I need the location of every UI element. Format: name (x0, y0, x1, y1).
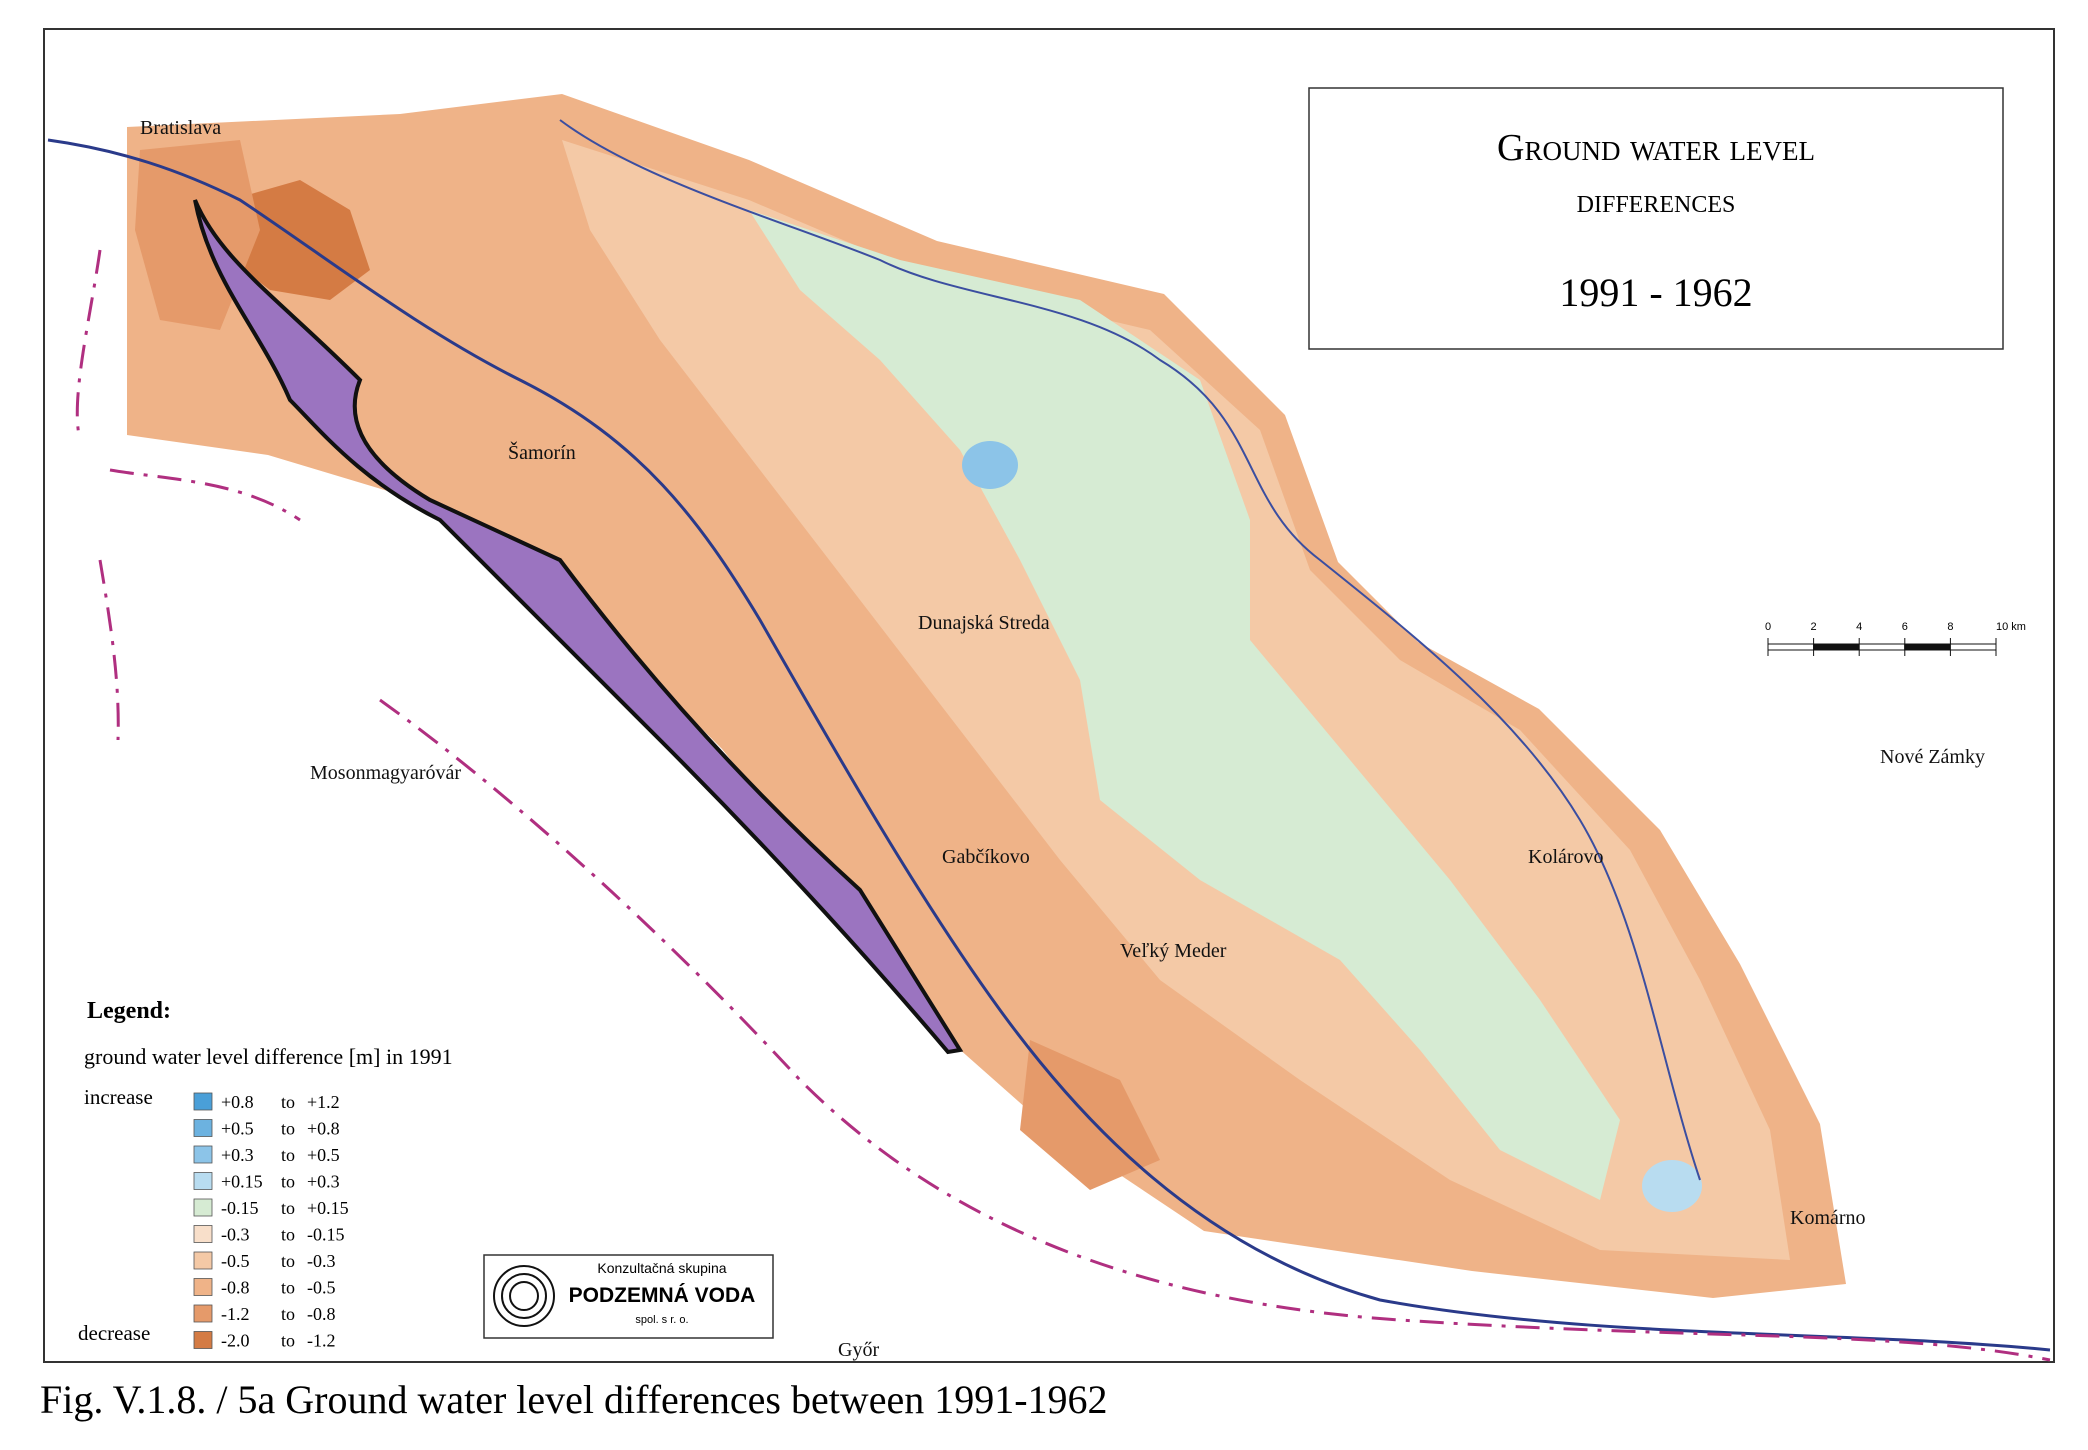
place-name: Dunajská Streda (918, 612, 1050, 634)
place-name: Nové Zámky (1880, 746, 1985, 768)
legend-swatch (193, 1172, 213, 1190)
legend-from: +0.15 (221, 1172, 263, 1192)
legend-to: -0.5 (307, 1278, 336, 1298)
legend-swatch (193, 1251, 213, 1270)
legend-increase: increase (84, 1085, 153, 1109)
caption: Fig. V.1.8. / 5a Ground water level diff… (40, 1377, 1108, 1422)
scale-label: 0 (1765, 621, 1771, 633)
legend-from: -0.3 (221, 1225, 250, 1245)
title: Ground water level (1497, 127, 1815, 169)
scale-label: 2 (1811, 621, 1817, 633)
legend-to: -0.15 (307, 1225, 345, 1245)
scale-label: 8 (1947, 621, 1953, 633)
place-name: Komárno (1790, 1207, 1866, 1229)
scale-segment (1813, 643, 1860, 651)
places: Bratislava Šamorín Dunajská Streda Gabčíkov… (140, 117, 1985, 1361)
period: 1991 - 1962 (1559, 270, 1752, 315)
legend-to-word: to (281, 1119, 295, 1139)
legend-from: -0.8 (221, 1278, 250, 1298)
legend-to: +0.15 (307, 1198, 349, 1218)
scale-bar: 0 2 4 6 8 10 km (1765, 621, 2026, 656)
legend-from: -2.0 (221, 1331, 250, 1351)
title: differences (1577, 183, 1736, 220)
legend-to: +0.3 (307, 1172, 340, 1192)
place-name: Veľký Meder (1120, 940, 1227, 962)
scale-segment (1858, 643, 1906, 651)
place-name: Šamorín (508, 440, 576, 464)
scale-label: 6 (1902, 621, 1908, 633)
legend-swatch (193, 1225, 213, 1243)
logo-text: Konzultačná skupina (597, 1260, 726, 1276)
legend-to-word: to (281, 1198, 295, 1218)
legend-from: +0.3 (221, 1145, 254, 1165)
legend-swatch (193, 1304, 213, 1323)
border (75, 249, 2051, 1362)
legend-to-word: to (281, 1304, 295, 1324)
legend-to-word: to (281, 1172, 295, 1192)
legend-to-word: to (281, 1225, 295, 1245)
legend-title: Legend: (87, 998, 171, 1024)
legend-swatch (193, 1331, 213, 1349)
legend-to: +0.8 (307, 1119, 340, 1139)
region-increase (962, 441, 1018, 489)
legend-from: -0.15 (221, 1198, 259, 1218)
place-name: Kolárovo (1528, 846, 1604, 868)
place-name: Mosonmagyaróvár (310, 762, 461, 784)
region-increase (1642, 1160, 1702, 1212)
legend-to-word: to (281, 1145, 295, 1165)
scale-label: 10 km (1996, 621, 2026, 633)
legend-swatch (193, 1198, 213, 1217)
place-name: Gabčíkovo (942, 846, 1030, 868)
legend-subtitle: ground water level difference [m] in 199… (84, 1044, 453, 1069)
legend-swatch (193, 1145, 213, 1164)
legend-to: +0.5 (307, 1145, 340, 1165)
legend-to-word: to (281, 1092, 295, 1112)
legend-from: -1.2 (221, 1304, 250, 1324)
scale-segment (1767, 643, 1815, 651)
scale-segment (1949, 643, 1997, 651)
legend-from: +0.5 (221, 1119, 254, 1139)
legend-to-word: to (281, 1331, 295, 1351)
legend-decrease: decrease (78, 1321, 150, 1345)
legend-to: +1.2 (307, 1092, 340, 1112)
legend-swatch (193, 1092, 213, 1111)
legend-swatch (193, 1278, 213, 1296)
reservoir (193, 199, 964, 1055)
title-box (1308, 87, 2004, 350)
river (47, 138, 2051, 1352)
logo-mark (493, 1265, 555, 1327)
scale-label: 4 (1856, 621, 1862, 633)
logo-text: PODZEMNÁ VODA (569, 1284, 756, 1307)
legend-to: -0.3 (307, 1251, 336, 1271)
legend-from: +0.8 (221, 1092, 254, 1112)
place-name: Győr (838, 1339, 879, 1361)
legend-swatch (193, 1119, 213, 1137)
legend: +0.8 to +1.2 +0.5 to +0.8 +0.3 to +0.5 +0.15 to +0.… (193, 1092, 349, 1351)
river (559, 119, 1701, 1181)
legend-to-word: to (281, 1278, 295, 1298)
legend-from: -0.5 (221, 1251, 250, 1271)
logo-text: spol. s r. o. (635, 1314, 688, 1326)
place-name: Bratislava (140, 117, 221, 139)
legend-to: -0.8 (307, 1304, 336, 1324)
legend-to-word: to (281, 1251, 295, 1271)
scale-segment (1904, 643, 1951, 651)
legend-to: -1.2 (307, 1331, 336, 1351)
